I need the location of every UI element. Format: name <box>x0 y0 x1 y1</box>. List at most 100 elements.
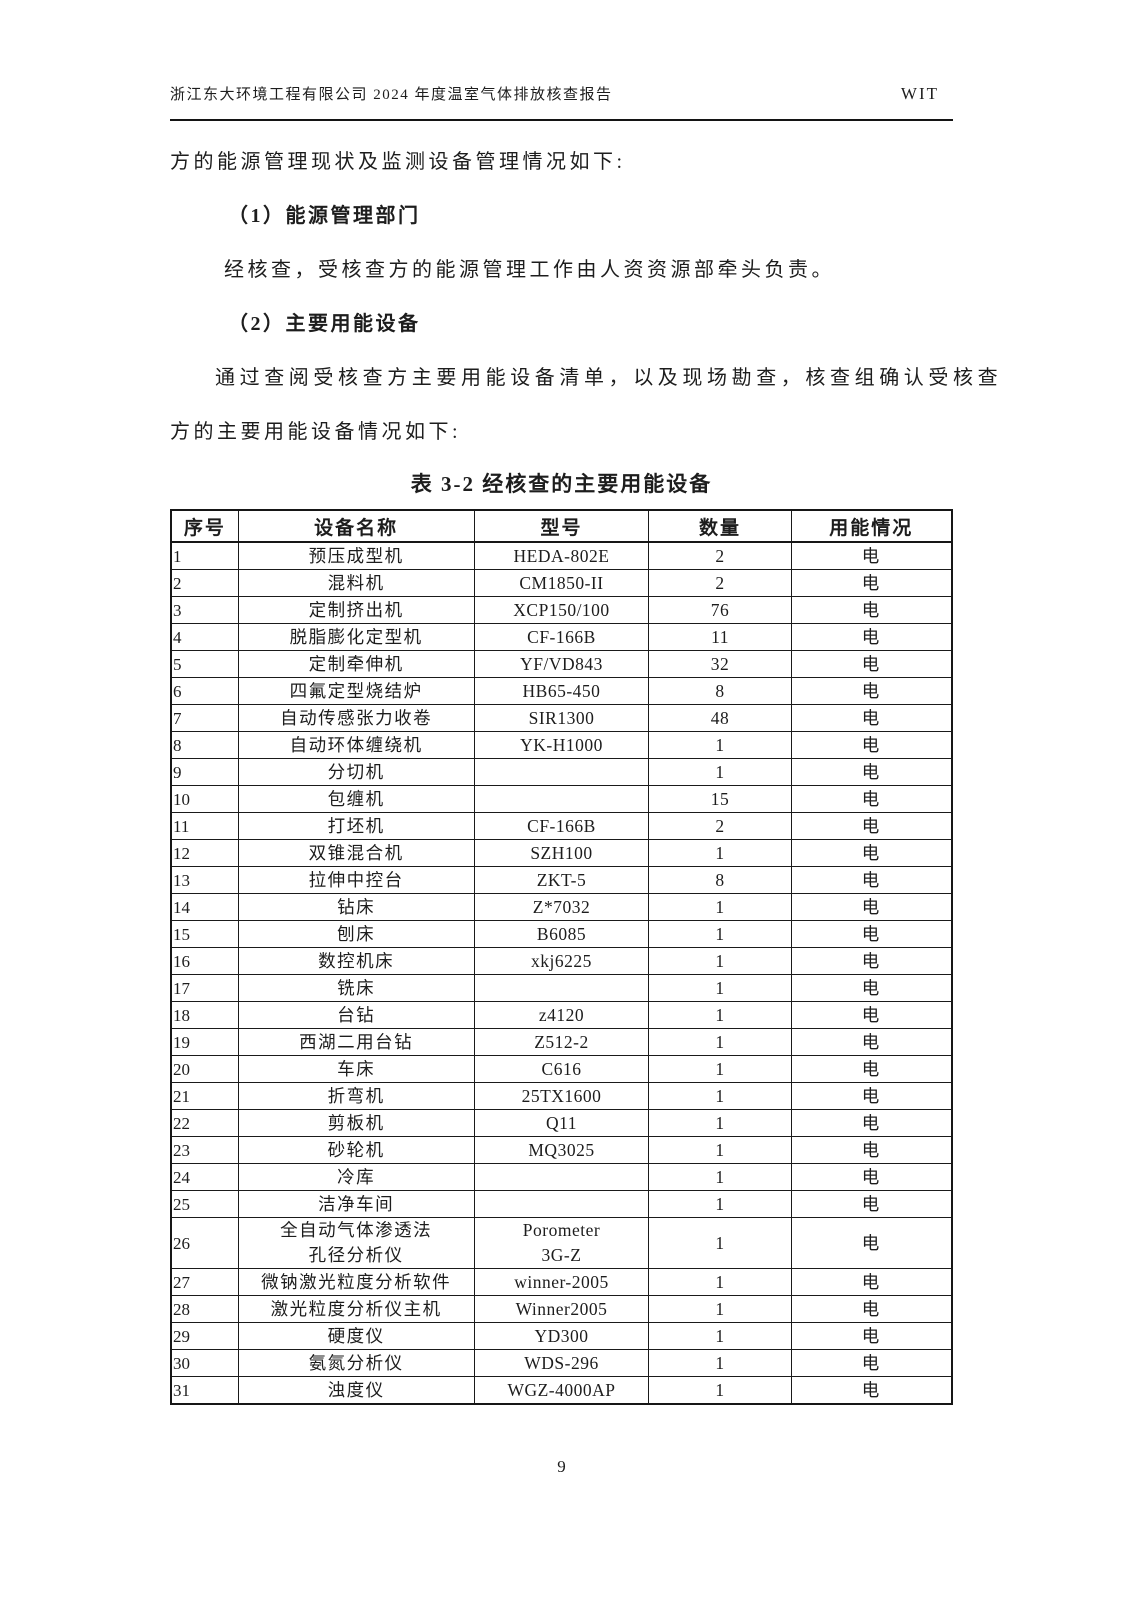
cell-energy-type: 电 <box>790 1268 953 1296</box>
table-row: 23 砂轮机 MQ3025 1 电 <box>170 1136 953 1164</box>
cell-energy-type: 电 <box>790 1109 953 1137</box>
cell-model: Porometer 3G-Z <box>473 1217 650 1269</box>
cell-energy-type: 电 <box>790 974 953 1002</box>
cell-index: 20 <box>170 1055 239 1083</box>
cell-energy-type: 电 <box>790 1376 953 1405</box>
table-row: 10 包缠机 15 电 <box>170 785 953 813</box>
cell-quantity: 1 <box>648 1082 792 1110</box>
cell-model: z4120 <box>473 1001 650 1029</box>
cell-device-name: 冷库 <box>237 1163 475 1191</box>
cell-model: Q11 <box>473 1109 650 1137</box>
cell-device-name: 氨氮分析仪 <box>237 1349 475 1377</box>
cell-device-name: 铣床 <box>237 974 475 1002</box>
cell-model <box>473 974 650 1002</box>
cell-model: C616 <box>473 1055 650 1083</box>
cell-index: 11 <box>170 812 239 840</box>
cell-quantity: 1 <box>648 1136 792 1164</box>
cell-model: Z*7032 <box>473 893 650 921</box>
cell-model: ZKT-5 <box>473 866 650 894</box>
cell-model: CM1850-II <box>473 569 650 597</box>
table-row: 1 预压成型机 HEDA-802E 2 电 <box>170 541 953 570</box>
table-row: 19 西湖二用台钻 Z512-2 1 电 <box>170 1028 953 1056</box>
table-row: 4 脱脂膨化定型机 CF-166B 11 电 <box>170 623 953 651</box>
cell-index: 21 <box>170 1082 239 1110</box>
cell-model <box>473 1163 650 1191</box>
table-row: 31 浊度仪 WGZ-4000AP 1 电 <box>170 1376 953 1405</box>
cell-device-name: 刨床 <box>237 920 475 948</box>
cell-device-name: 钻床 <box>237 893 475 921</box>
header-logo-text: WIT <box>900 84 939 103</box>
cell-quantity: 1 <box>648 1163 792 1191</box>
cell-energy-type: 电 <box>790 731 953 759</box>
column-header-quantity: 数量 <box>648 509 792 543</box>
cell-energy-type: 电 <box>790 785 953 813</box>
table-row: 7 自动传感张力收卷 SIR1300 48 电 <box>170 704 953 732</box>
header-row: 序号 设备名称 型号 数量 用能情况 <box>170 509 953 543</box>
cell-energy-type: 电 <box>790 596 953 624</box>
equipment-table: 序号 设备名称 型号 数量 用能情况 1 预压成型机 HEDA-802E 2 电 2 混料机… <box>170 509 953 1405</box>
cell-index: 28 <box>170 1295 239 1323</box>
section-2-paragraph-line-1: 通过查阅受核查方主要用能设备清单，以及现场勘查，核查组确认受核查 <box>215 367 1003 389</box>
cell-energy-type: 电 <box>790 1190 953 1218</box>
cell-model: SZH100 <box>473 839 650 867</box>
cell-device-name: 激光粒度分析仪主机 <box>237 1295 475 1323</box>
cell-index: 23 <box>170 1136 239 1164</box>
cell-device-name: 自动环体缠绕机 <box>237 731 475 759</box>
cell-index: 19 <box>170 1028 239 1056</box>
cell-energy-type: 电 <box>790 1055 953 1083</box>
cell-device-name: 车床 <box>237 1055 475 1083</box>
running-header: 浙江东大环境工程有限公司 2024 年度温室气体排放核查报告 WIT <box>170 84 953 105</box>
cell-device-name: 砂轮机 <box>237 1136 475 1164</box>
cell-index: 1 <box>170 541 239 570</box>
cell-model: Z512-2 <box>473 1028 650 1056</box>
cell-index: 6 <box>170 677 239 705</box>
cell-device-name: 脱脂膨化定型机 <box>237 623 475 651</box>
cell-model: CF-166B <box>473 623 650 651</box>
cell-index: 31 <box>170 1376 239 1405</box>
cell-model: B6085 <box>473 920 650 948</box>
cell-device-name: 定制牵伸机 <box>237 650 475 678</box>
table-row: 12 双锥混合机 SZH100 1 电 <box>170 839 953 867</box>
cell-model: MQ3025 <box>473 1136 650 1164</box>
cell-energy-type: 电 <box>790 758 953 786</box>
cell-index: 27 <box>170 1268 239 1296</box>
page-number: 9 <box>557 1457 566 1476</box>
cell-index: 12 <box>170 839 239 867</box>
table-row: 25 洁净车间 1 电 <box>170 1190 953 1218</box>
section-2-paragraph-line-2: 方的主要用能设备情况如下: <box>170 421 462 443</box>
cell-device-name: 数控机床 <box>237 947 475 975</box>
table-row: 18 台钻 z4120 1 电 <box>170 1001 953 1029</box>
cell-device-name: 打坯机 <box>237 812 475 840</box>
cell-index: 3 <box>170 596 239 624</box>
section-1-heading: （1）能源管理部门 <box>228 205 421 227</box>
cell-quantity: 1 <box>648 731 792 759</box>
cell-index: 15 <box>170 920 239 948</box>
cell-model <box>473 1190 650 1218</box>
cell-energy-type: 电 <box>790 1001 953 1029</box>
cell-index: 24 <box>170 1163 239 1191</box>
cell-model: 25TX1600 <box>473 1082 650 1110</box>
cell-quantity: 1 <box>648 758 792 786</box>
cell-model <box>473 785 650 813</box>
body-text: 方的能源管理现状及监测设备管理情况如下: （1）能源管理部门 经核查，受核查方的… <box>170 149 1003 445</box>
cell-device-name: 剪板机 <box>237 1109 475 1137</box>
cell-device-name: 台钻 <box>237 1001 475 1029</box>
cell-device-name: 定制挤出机 <box>237 596 475 624</box>
table-row: 8 自动环体缠绕机 YK-H1000 1 电 <box>170 731 953 759</box>
cell-device-name: 浊度仪 <box>237 1376 475 1405</box>
cell-quantity: 1 <box>648 920 792 948</box>
table-row: 5 定制牵伸机 YF/VD843 32 电 <box>170 650 953 678</box>
cell-index: 29 <box>170 1322 239 1350</box>
cell-device-name: 四氟定型烧结炉 <box>237 677 475 705</box>
cell-device-name: 分切机 <box>237 758 475 786</box>
table-row: 14 钻床 Z*7032 1 电 <box>170 893 953 921</box>
table-row: 26 全自动气体渗透法 孔径分析仪 Porometer 3G-Z 1 电 <box>170 1217 953 1269</box>
cell-energy-type: 电 <box>790 1322 953 1350</box>
cell-model: SIR1300 <box>473 704 650 732</box>
cell-model: YF/VD843 <box>473 650 650 678</box>
cell-quantity: 76 <box>648 596 792 624</box>
intro-line: 方的能源管理现状及监测设备管理情况如下: <box>170 151 626 173</box>
cell-model: WDS-296 <box>473 1349 650 1377</box>
table-row: 15 刨床 B6085 1 电 <box>170 920 953 948</box>
